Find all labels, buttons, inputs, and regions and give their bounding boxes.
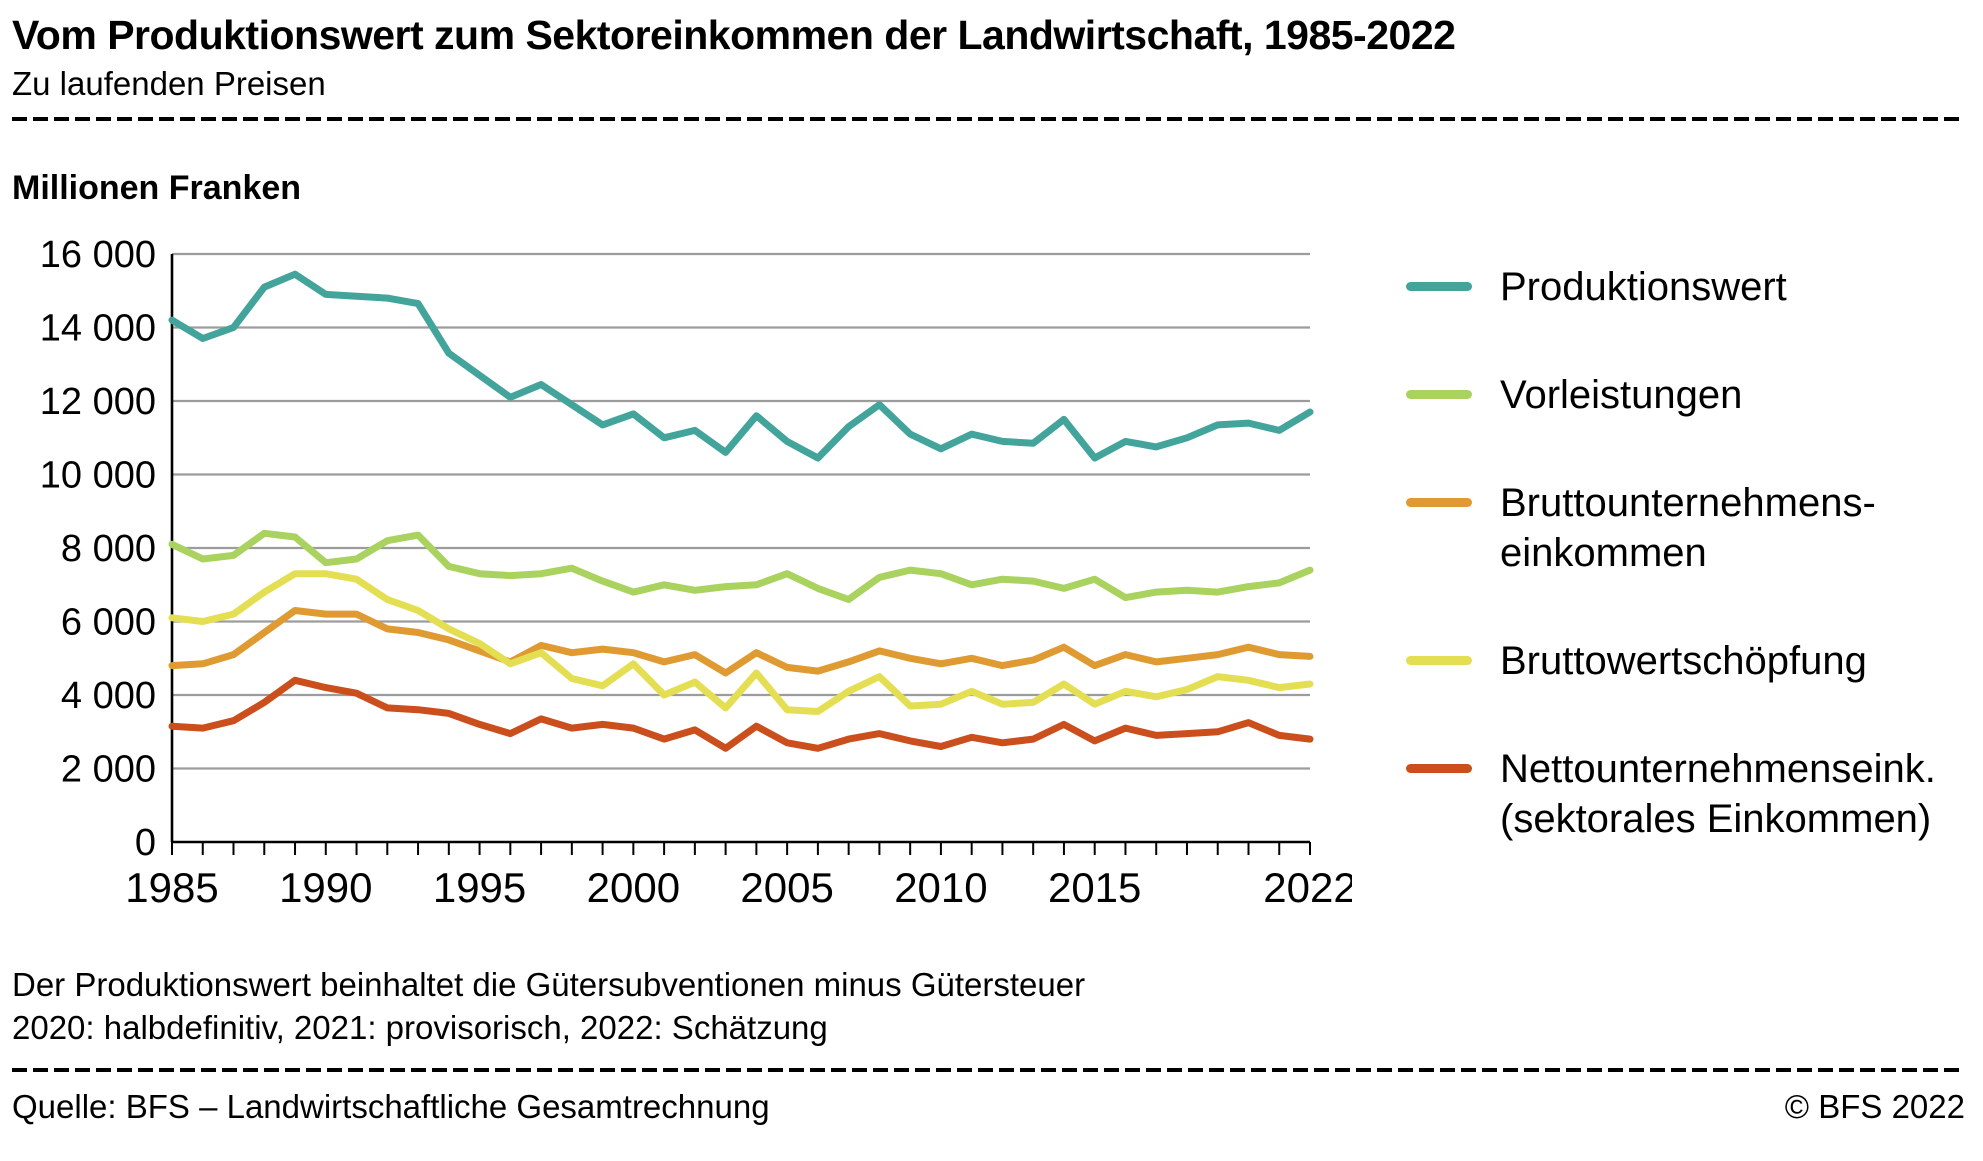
legend-swatch — [1406, 390, 1472, 399]
legend-label: Vorleistungen — [1500, 373, 1743, 417]
y-tick-label: 8 000 — [61, 528, 156, 570]
x-tick-label: 1990 — [279, 864, 372, 911]
y-tick-label: 14 000 — [40, 308, 156, 350]
x-tick-label: 2000 — [587, 864, 680, 911]
legend-swatch — [1406, 764, 1472, 773]
series-line — [168, 676, 1314, 752]
series-line — [168, 607, 1314, 677]
y-tick-label: 12 000 — [40, 381, 156, 423]
x-tick-label: 2010 — [894, 864, 987, 911]
y-tick-label: 6 000 — [61, 602, 156, 644]
x-tick-label: 1995 — [433, 864, 526, 911]
bottom-separator — [12, 1067, 1965, 1072]
footnotes: Der Produktionswert beinhaltet die Güter… — [12, 964, 1965, 1050]
page-title: Vom Produktionswert zum Sektoreinkommen … — [12, 12, 1456, 58]
y-tick-label: 0 — [135, 822, 156, 864]
series-line — [168, 570, 1314, 715]
series-line — [168, 270, 1314, 462]
line-chart: 0 2 000 4 000 6 000 8 000 10 000 12 000 14 000 1… — [40, 234, 1352, 911]
legend-item: Bruttowertschöpfung — [1406, 636, 1936, 686]
y-tick-label: 10 000 — [40, 455, 156, 497]
legend-swatch — [1406, 282, 1472, 291]
x-tick-label: 1985 — [125, 864, 218, 911]
page-subtitle: Zu laufenden Preisen — [12, 65, 326, 102]
source-text: Quelle: BFS – Landwirtschaftliche Gesamt… — [12, 1087, 770, 1125]
legend-item: Bruttounternehmens- einkommen — [1406, 478, 1936, 578]
y-tick-label: 4 000 — [61, 675, 156, 717]
top-separator — [12, 117, 1965, 121]
series-line — [168, 529, 1314, 603]
y-axis-unit-label: Millionen Franken — [12, 169, 302, 207]
y-tick-label: 2 000 — [61, 749, 156, 791]
copyright-text: © BFS 2022 — [1784, 1087, 1965, 1125]
legend-swatch — [1406, 498, 1472, 507]
legend-item: Produktionswert — [1406, 262, 1936, 312]
footnote-1: Der Produktionswert beinhaltet die Güter… — [12, 966, 1086, 1003]
legend-swatch — [1406, 656, 1472, 665]
page-footer: Quelle: BFS – Landwirtschaftliche Gesamt… — [12, 1088, 1965, 1134]
legend-label: Produktionswert — [1500, 265, 1787, 309]
y-tick-label: 16 000 — [40, 234, 156, 276]
x-tick-label: 2022 — [1263, 864, 1352, 911]
chart-area: 0 2 000 4 000 6 000 8 000 10 000 12 000 14 000 1… — [12, 214, 1965, 954]
legend-item: Nettounternehmenseink. (sektorales Einko… — [1406, 744, 1936, 844]
legend-label: Bruttowertschöpfung — [1500, 639, 1867, 683]
x-tick-label: 2005 — [740, 864, 833, 911]
chart-header: Vom Produktionswert zum Sektoreinkommen … — [12, 12, 1965, 121]
chart-legend: Produktionswert Vorleistungen Bruttountern… — [1406, 262, 1936, 844]
legend-label: Bruttounternehmens- einkommen — [1500, 481, 1876, 575]
x-tick-label: 2015 — [1048, 864, 1141, 911]
legend-item: Vorleistungen — [1406, 370, 1936, 420]
footnote-2: 2020: halbdefinitiv, 2021: provisorisch,… — [12, 1008, 828, 1046]
legend-label: Nettounternehmenseink. (sektorales Einko… — [1500, 747, 1936, 841]
